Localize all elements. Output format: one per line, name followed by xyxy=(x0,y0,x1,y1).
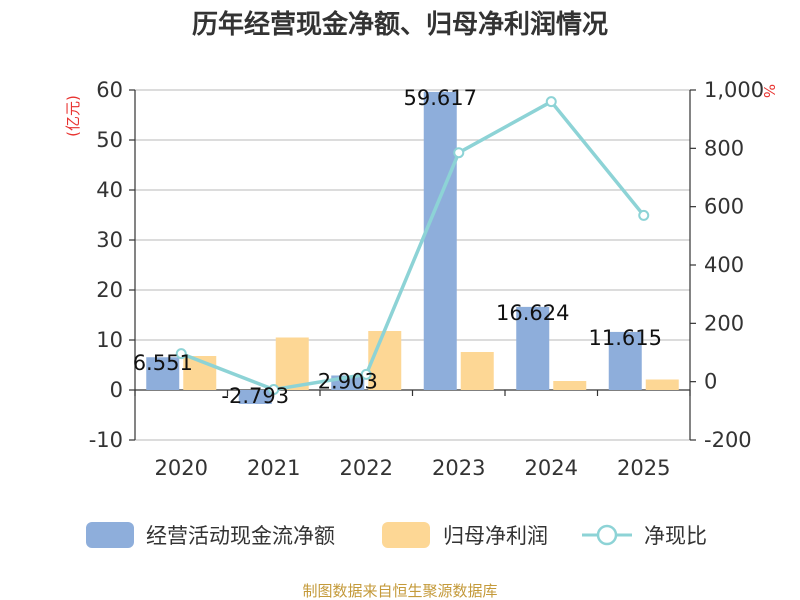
right-axis-unit: % xyxy=(760,84,778,98)
data-label-cash-flow: 2.903 xyxy=(318,369,378,393)
ratio-point xyxy=(175,348,187,360)
chart-title: 历年经营现金净额、归母净利润情况 xyxy=(192,9,608,40)
ratio-line xyxy=(180,99,646,392)
bar-net-profit xyxy=(645,379,679,390)
legend-marker-ratio xyxy=(596,524,618,546)
x-tick-label: 2025 xyxy=(617,456,670,480)
left-tick-label: 50 xyxy=(96,128,123,152)
left-tick-label: -10 xyxy=(89,428,123,452)
x-tick-label: 2020 xyxy=(155,456,208,480)
bar-net-profit xyxy=(460,352,494,390)
left-tick-label: 20 xyxy=(96,278,123,302)
data-label-cash-flow: -2.793 xyxy=(221,384,289,408)
data-label-cash-flow: 6.551 xyxy=(133,351,193,375)
left-tick-label: 40 xyxy=(96,178,123,202)
right-axis: 1,000 800 600 400 200 0 -200 xyxy=(689,78,764,452)
ratio-point xyxy=(360,368,372,380)
legend-label-ratio: 净现比 xyxy=(644,524,707,548)
ratio-point xyxy=(638,209,650,221)
data-labels: 6.551 -2.793 2.903 59.617 16.624 11.615 xyxy=(133,86,662,408)
x-tick-label: 2021 xyxy=(247,456,300,480)
right-tick-label: 0 xyxy=(704,370,717,394)
right-tick-label: 400 xyxy=(704,253,744,277)
left-tick-label: 30 xyxy=(96,228,123,252)
legend-swatch-net-profit xyxy=(382,522,430,548)
bar-cash-flow xyxy=(146,357,180,390)
legend: 经营活动现金流净额 归母净利润 净现比 xyxy=(86,522,707,548)
right-tick-label: 1,000 xyxy=(704,78,764,102)
bar-cash-flow xyxy=(608,331,642,390)
right-tick-label: 200 xyxy=(704,311,744,335)
left-axis-unit: (亿元) xyxy=(64,95,82,137)
right-tick-label: 600 xyxy=(704,195,744,219)
right-tick-label: -200 xyxy=(704,428,752,452)
ratio-point xyxy=(545,96,557,108)
bar-cash-flow xyxy=(516,306,550,390)
x-tick-label: 2022 xyxy=(340,456,393,480)
legend-label-cash-flow: 经营活动现金流净额 xyxy=(146,524,335,548)
data-label-cash-flow: 16.624 xyxy=(496,301,569,325)
left-tick-label: 0 xyxy=(110,378,123,402)
data-label-cash-flow: 59.617 xyxy=(404,86,477,110)
left-tick-label: 10 xyxy=(96,328,123,352)
data-source: 制图数据来自恒生聚源数据库 xyxy=(302,582,497,600)
data-label-cash-flow: 11.615 xyxy=(589,326,662,350)
line-series xyxy=(175,96,650,396)
bar-cash-flow xyxy=(423,91,457,390)
x-axis: 2020 2021 2022 2023 2024 2025 xyxy=(134,389,691,480)
legend-label-net-profit: 归母净利润 xyxy=(443,524,548,548)
bar-net-profit xyxy=(275,337,309,390)
right-tick-label: 800 xyxy=(704,136,744,160)
left-tick-label: 60 xyxy=(96,78,123,102)
x-tick-label: 2023 xyxy=(432,456,485,480)
grid xyxy=(135,89,690,441)
bars xyxy=(146,91,679,404)
bar-net-profit xyxy=(553,381,587,390)
x-tick-label: 2024 xyxy=(525,456,578,480)
ratio-point xyxy=(453,147,465,159)
ratio-point xyxy=(268,384,280,396)
legend-swatch-cash-flow xyxy=(86,522,134,548)
bar-cash-flow xyxy=(238,390,272,404)
left-axis: 60 50 40 30 20 10 0 -10 xyxy=(89,78,136,452)
